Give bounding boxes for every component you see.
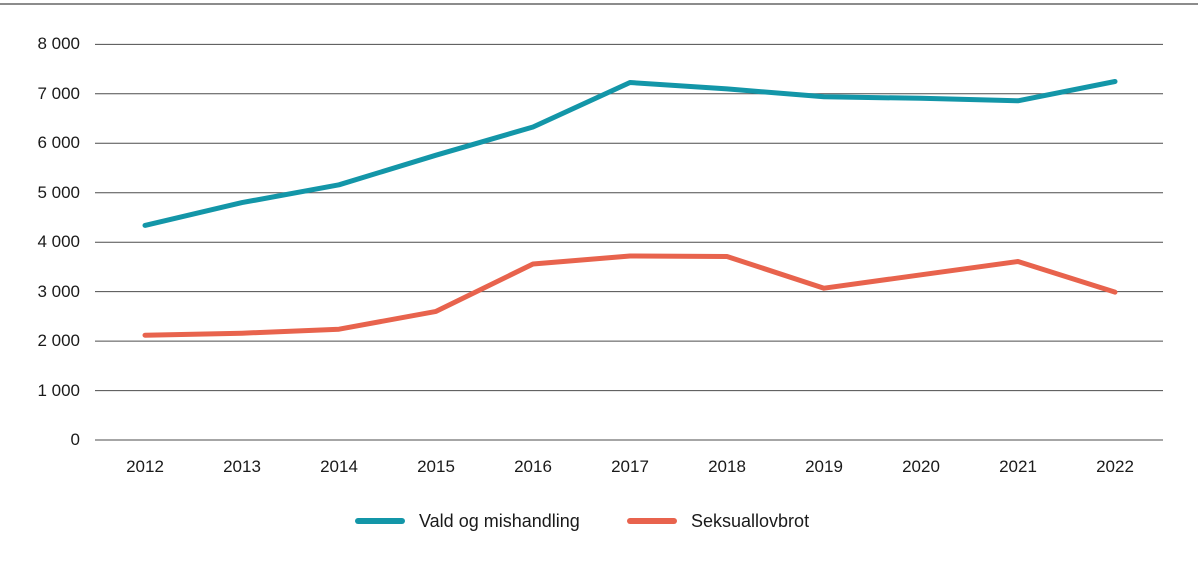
figure-top-rule [0, 3, 1198, 5]
x-tick-label: 2015 [417, 457, 455, 476]
legend-line-swatch [355, 518, 405, 524]
x-tick-label: 2019 [805, 457, 843, 476]
legend-item: Vald og mishandling [355, 508, 580, 534]
y-tick-label: 3 000 [37, 281, 80, 301]
chart-legend: Vald og mishandling Seksuallovbrot [0, 508, 1198, 534]
x-tick-label: 2018 [708, 457, 746, 476]
y-tick-label: 0 [70, 430, 80, 449]
x-tick-label: 2021 [999, 457, 1037, 476]
x-tick-label: 2022 [1096, 457, 1134, 476]
x-tick-label: 2013 [223, 457, 261, 476]
series-line-1 [142, 253, 1118, 338]
y-tick-label: 1 000 [37, 380, 80, 400]
y-tick-label: 7 000 [37, 83, 80, 103]
y-tick-label: 5 000 [37, 182, 80, 202]
y-tick-label: 2 000 [37, 331, 80, 351]
x-tick-label: 2017 [611, 457, 649, 476]
y-tick-label: 4 000 [37, 232, 80, 252]
series-line-0 [142, 79, 1118, 228]
x-tick-label: 2012 [126, 457, 164, 476]
x-tick-label: 2014 [320, 457, 358, 476]
y-tick-label: 6 000 [37, 133, 80, 153]
y-tick-label: 8 000 [37, 34, 80, 54]
legend-label: Seksuallovbrot [691, 510, 810, 531]
legend-item: Seksuallovbrot [627, 508, 809, 534]
legend-line-swatch [627, 518, 677, 524]
x-tick-label: 2020 [902, 457, 940, 476]
x-tick-label: 2016 [514, 457, 552, 476]
legend-label: Vald og mishandling [419, 510, 580, 531]
